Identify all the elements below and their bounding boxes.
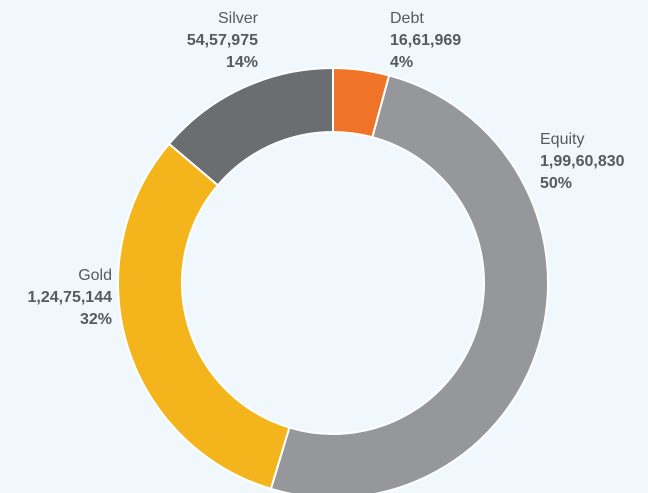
slice-label-value: 1,24,75,144: [27, 289, 112, 306]
donut-slice: [269, 74, 549, 493]
donut-slice: [117, 142, 291, 491]
slice-label-name: Gold: [78, 267, 112, 284]
slice-label-name: Equity: [540, 131, 584, 148]
slice-label-percent: 4%: [390, 54, 413, 71]
donut-slice: [167, 66, 334, 187]
slice-label-value: 1,99,60,830: [540, 153, 625, 170]
slice-label-name: Silver: [218, 10, 259, 27]
slice-label-percent: 50%: [540, 175, 572, 192]
slice-label-value: 16,61,969: [390, 32, 461, 49]
slice-label-percent: 14%: [226, 54, 258, 71]
slice-label-name: Debt: [390, 10, 424, 27]
slice-label-percent: 32%: [80, 311, 112, 328]
slice-label-value: 54,57,975: [187, 32, 258, 49]
